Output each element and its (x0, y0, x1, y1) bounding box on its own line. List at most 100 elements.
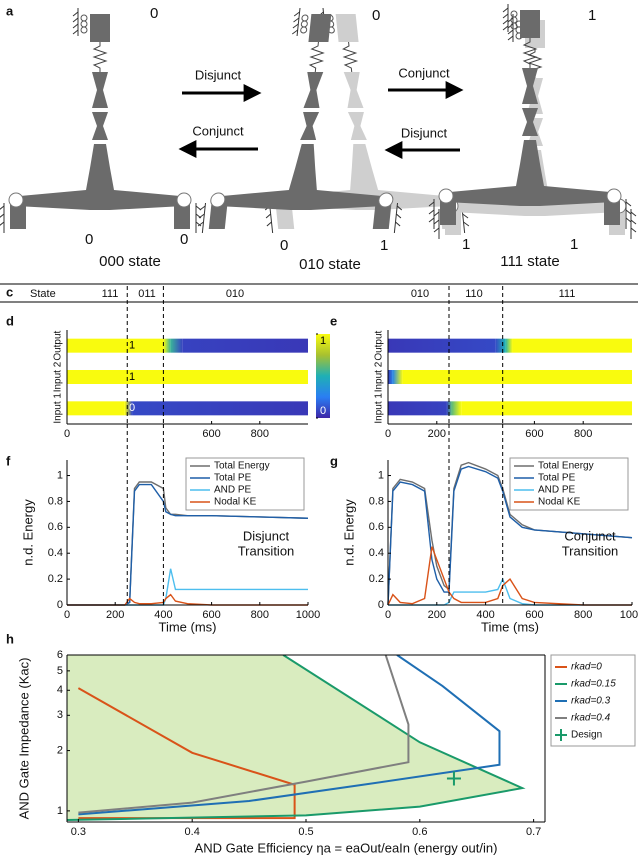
arrow-label: Disjunct (401, 125, 448, 140)
x-tick-label: 600 (202, 609, 220, 621)
heat-cell (512, 338, 632, 353)
state: 111 (559, 288, 576, 300)
cell-label: 1 (129, 340, 135, 352)
row-label: Output (374, 330, 385, 360)
y-tick-label: 1 (378, 469, 384, 481)
x-tick-label: 200 (428, 428, 446, 440)
y-tick-label: 1 (57, 805, 63, 817)
x-tick-label: 800 (251, 609, 269, 621)
x-tick-label: 0 (64, 428, 70, 440)
panel-label: g (330, 453, 338, 468)
x-tick-label: 0 (385, 428, 391, 440)
legend-label: Design (571, 730, 602, 741)
y-tick-label: 3 (57, 709, 63, 721)
panel-label: a (6, 3, 14, 18)
legend-swatch (555, 729, 567, 741)
panel-c: c State 111 011 010 010 110 111 (0, 283, 638, 303)
cell-label: 0 (129, 402, 135, 414)
colorbar-label: 1 (320, 335, 326, 347)
node-value: 0 (85, 231, 93, 248)
x-tick-label: 0 (385, 609, 391, 621)
panel-label: c (6, 284, 13, 299)
x-tick-label: 0.4 (185, 826, 200, 838)
series-line (387, 465, 633, 606)
series-line (388, 577, 632, 606)
legend-label: Total PE (214, 473, 252, 484)
heat-cell (163, 338, 171, 353)
x-tick-label: 1000 (620, 609, 638, 621)
arrow-label: Disjunct (195, 67, 242, 82)
y-tick-label: 0.2 (369, 573, 384, 585)
panel-label: e (330, 313, 337, 328)
x-tick-label: 400 (154, 609, 172, 621)
node-value: 0 (150, 5, 158, 22)
x-tick-label: 200 (106, 609, 124, 621)
legend-label: AND PE (214, 485, 252, 496)
annotation: Conjunct (564, 528, 616, 543)
x-tick-label: 400 (476, 609, 494, 621)
node-value: 0 (372, 7, 380, 24)
x-tick-label: 0 (64, 609, 70, 621)
arrow-label: Conjunct (398, 65, 450, 80)
y-tick-label: 0.8 (369, 495, 384, 507)
series-line (78, 655, 410, 814)
series-line (387, 546, 632, 606)
legend-label: AND PE (538, 485, 576, 496)
state: 111 (102, 288, 119, 300)
series-line (77, 687, 296, 820)
y-tick-label: 0 (378, 599, 384, 611)
x-tick-label: 600 (525, 609, 543, 621)
heat-cell (461, 401, 632, 416)
heat-cell (495, 338, 506, 353)
colorbar-label: 0 (320, 405, 326, 417)
colorbar (316, 334, 330, 418)
state: 110 (465, 288, 483, 300)
x-axis-label: Time (ms) (481, 619, 539, 634)
y-tick-label: 0.6 (48, 521, 63, 533)
legend-label: Nodal KE (214, 497, 257, 508)
x-tick-label: 1000 (296, 609, 320, 621)
arrow-label: Conjunct (192, 123, 244, 138)
heat-cell (388, 401, 447, 416)
heat-cell (505, 338, 513, 353)
y-tick-label: 0.4 (48, 547, 63, 559)
heat-cell (402, 370, 632, 384)
series-line (387, 461, 633, 606)
annotation: Disjunct (243, 528, 290, 543)
panel-a: a 0 0 0 000 state 0 0 1 010 state 1 1 1 … (0, 3, 637, 273)
x-tick-label: 600 (202, 428, 220, 440)
y-tick-label: 0.2 (48, 573, 63, 585)
row-label: Input 2 (374, 361, 385, 392)
y-tick-label: 0.6 (369, 521, 384, 533)
state-header: State (30, 288, 56, 300)
x-tick-label: 0.7 (526, 826, 541, 838)
heat-cell (170, 338, 183, 353)
heat-cell (392, 370, 403, 384)
x-tick-label: 0.3 (71, 826, 86, 838)
x-tick-label: 600 (525, 428, 543, 440)
panel-label: f (6, 453, 11, 468)
mechanism (428, 3, 632, 230)
legend-label: rkad=0.15 (571, 679, 616, 690)
state-label: 000 state (99, 253, 161, 270)
y-tick-label: 6 (57, 649, 63, 661)
x-tick-label: 800 (574, 609, 592, 621)
panel-label: d (6, 313, 14, 328)
y-tick-label: 1 (57, 469, 63, 481)
node-value: 1 (570, 236, 578, 253)
heat-cell (132, 401, 308, 416)
x-tick-label: 0.6 (412, 826, 427, 838)
series-line (67, 593, 308, 606)
node-value: 0 (280, 237, 288, 254)
x-axis-label: AND Gate Efficiency ηa = eaOut/eaIn (ene… (195, 840, 498, 855)
state-label: 010 state (299, 256, 361, 273)
node-value: 0 (180, 231, 188, 248)
x-tick-label: 800 (251, 428, 269, 440)
state: 010 (411, 288, 429, 300)
legend-label: rkad=0.4 (571, 713, 611, 724)
x-tick-label: 800 (574, 428, 592, 440)
series-line (67, 483, 309, 606)
heat-cell (388, 338, 496, 353)
